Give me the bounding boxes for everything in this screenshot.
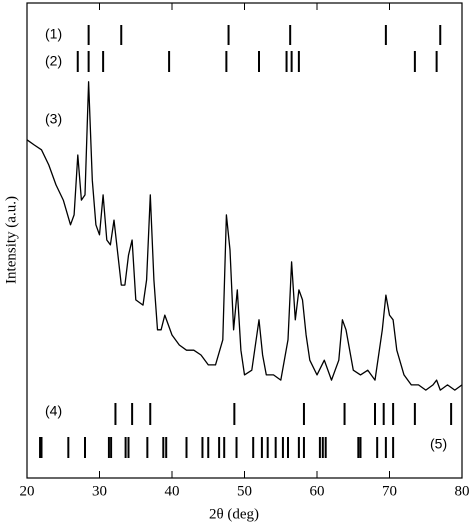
x-tick-label: 50 [237, 483, 252, 499]
x-tick-label: 20 [20, 483, 35, 499]
pattern-label: (5) [430, 436, 447, 452]
x-tick-label: 40 [165, 483, 180, 499]
x-tick-label: 70 [382, 483, 397, 499]
x-tick-label: 80 [455, 483, 470, 499]
pattern-label: (4) [45, 403, 62, 419]
x-tick-label: 60 [310, 483, 325, 499]
pattern-label: (2) [45, 53, 62, 69]
x-tick-label: 30 [92, 483, 107, 499]
pattern-label: (1) [45, 26, 62, 42]
series-label: (3) [45, 111, 62, 127]
x-axis-label: 2θ (deg) [209, 506, 259, 522]
plot-frame [26, 2, 463, 479]
y-axis-label: Intensity (a.u.) [3, 196, 19, 284]
data-line [26, 81, 463, 391]
